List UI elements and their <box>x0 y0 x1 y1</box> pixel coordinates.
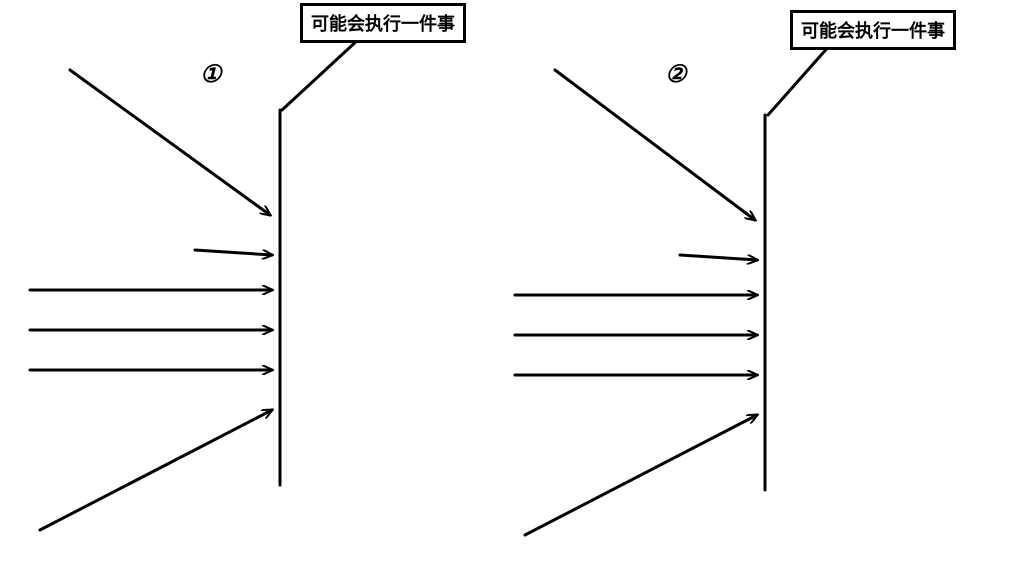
circled-number-2: ② <box>665 60 687 89</box>
label-box-2: 可能会执行一件事 <box>790 10 956 50</box>
diagram-svg <box>0 0 1025 566</box>
diagram-canvas: 可能会执行一件事 ① 可能会执行一件事 ② <box>0 0 1025 566</box>
circled-number-2-text: ② <box>665 61 687 88</box>
label-box-2-text: 可能会执行一件事 <box>801 21 945 41</box>
label-box-1-text: 可能会执行一件事 <box>311 14 455 34</box>
circled-number-1-text: ① <box>200 61 222 88</box>
label-box-1: 可能会执行一件事 <box>300 3 466 43</box>
circled-number-1: ① <box>200 60 222 89</box>
